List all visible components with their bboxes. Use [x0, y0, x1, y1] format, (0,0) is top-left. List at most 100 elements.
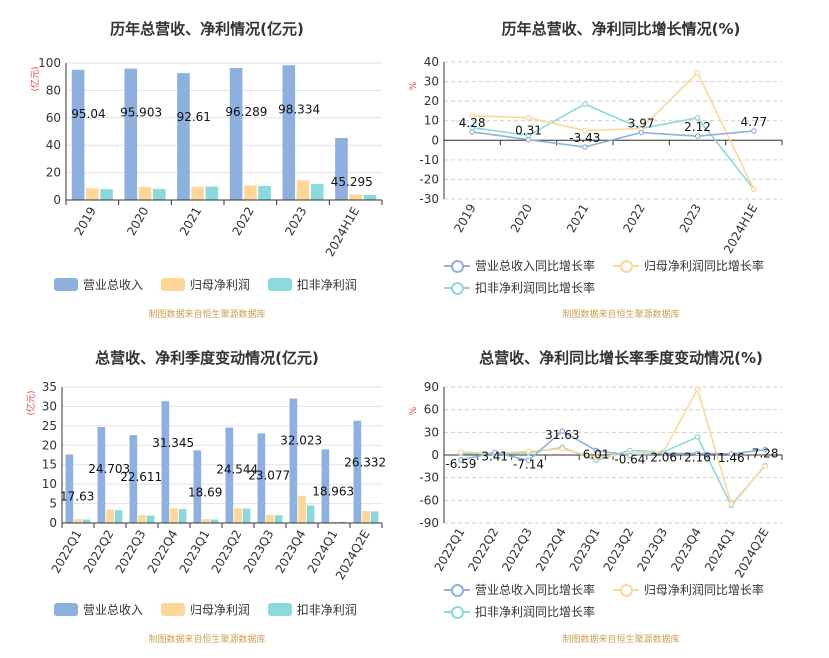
bar-net-profit — [138, 515, 146, 523]
x-tick-label: 2024Q1 — [305, 528, 341, 576]
data-point — [638, 129, 644, 136]
y-tick-label: 90 — [424, 380, 439, 394]
bar-revenue — [289, 398, 298, 523]
bar-deducted-profit — [178, 509, 187, 523]
data-label: 17.63 — [60, 489, 94, 503]
y-tick-label: -20 — [419, 172, 439, 186]
data-point — [593, 454, 599, 461]
annual-growth-line-chart: -30 -20 -10 0 10 20 30 40% 2019 2020 2021 2022 2023 2… — [409, 55, 783, 256]
y-tick-label: -60 — [419, 493, 439, 507]
y-tick-label: 80 — [46, 83, 61, 97]
data-point — [694, 434, 701, 440]
data-label: 3.41 — [481, 449, 508, 463]
legend-deducted-growth[interactable]: 扣非净利润同比增长率 — [444, 279, 595, 296]
x-tick-label: 2023Q1 — [567, 526, 603, 574]
bar-net-profit — [349, 194, 362, 200]
data-label: -3.43 — [569, 131, 600, 145]
source-note: 制图数据来自恒生聚源数据库 — [562, 310, 680, 320]
data-label: 18.69 — [188, 485, 222, 499]
bar-revenue — [124, 68, 138, 201]
data-point — [582, 127, 588, 134]
data-point — [559, 446, 566, 452]
data-point — [694, 114, 701, 121]
legend-revenue[interactable]: 营业总收入 — [54, 601, 143, 618]
data-point — [458, 449, 464, 455]
bar-revenue — [225, 427, 234, 523]
y-tick-label: 100 — [38, 56, 61, 70]
data-point — [469, 113, 475, 119]
y-tick-label: -10 — [419, 153, 439, 167]
bar-deducted-profit — [370, 511, 379, 523]
bar-deducted-profit — [100, 189, 113, 200]
series-line-net-growth — [460, 387, 766, 506]
y-tick-label: 30 — [424, 75, 439, 89]
data-label: 95.903 — [120, 106, 162, 120]
series-line-deducted-growth — [472, 103, 755, 190]
y-tick-label: 10 — [42, 477, 57, 491]
x-tick-label: 2023Q4 — [273, 528, 309, 576]
data-label: 6.01 — [583, 447, 610, 461]
y-tick-label: 20 — [424, 94, 439, 108]
bar-deducted-profit — [274, 515, 283, 523]
series-line-deducted-growth — [460, 435, 766, 508]
data-label: 31.345 — [152, 436, 194, 450]
bar-deducted-profit — [114, 510, 123, 523]
y-tick-label: -90 — [419, 516, 439, 530]
x-tick-label: 2024H1E — [323, 205, 363, 259]
bar-revenue — [97, 427, 106, 523]
bar-revenue — [353, 420, 362, 523]
x-tick-label: 2019 — [72, 205, 99, 238]
data-point — [694, 133, 701, 139]
legend-net-profit[interactable]: 归母净利润 — [160, 601, 250, 618]
data-label: 4.77 — [740, 115, 767, 129]
x-tick-label: 2022Q3 — [499, 526, 535, 574]
data-point — [582, 101, 588, 107]
legend-deducted-growth[interactable]: 扣非净利润同比增长率 — [444, 603, 595, 620]
legend-net-growth[interactable]: 归母净利润同比增长率 — [612, 581, 764, 598]
data-label: 96.289 — [225, 105, 267, 119]
bar-deducted-profit — [82, 519, 91, 523]
legend-deducted-profit[interactable]: 扣非净利润 — [267, 276, 357, 293]
data-label: 26.332 — [344, 456, 386, 470]
bar-net-profit — [74, 519, 82, 523]
x-tick-label: 2022Q1 — [49, 528, 85, 576]
data-point — [458, 457, 464, 463]
bar-net-profit — [234, 508, 242, 523]
data-point — [751, 128, 757, 134]
x-tick-label: 2024Q1 — [702, 526, 738, 574]
x-tick-label: 2019 — [451, 202, 478, 235]
x-tick-label: 2023Q2 — [209, 528, 245, 576]
data-label: -0.64 — [614, 452, 645, 466]
data-label: 24.703 — [88, 462, 130, 476]
data-label: 31.63 — [545, 428, 579, 442]
bar-net-profit — [266, 514, 274, 523]
data-point — [728, 451, 735, 457]
bar-revenue — [335, 137, 348, 200]
y-tick-label: -30 — [419, 471, 439, 485]
bar-deducted-profit — [338, 521, 347, 523]
annual-revenue-profit-panel: 历年总营收、净利情况(亿元) 0 20 40 60 80 100 (亿元) 2019 95.04… — [0, 0, 414, 329]
legend-revenue-growth[interactable]: 营业总收入同比增长率 — [444, 581, 595, 598]
legend-revenue-growth[interactable]: 营业总收入同比增长率 — [444, 257, 595, 274]
data-label: 4.28 — [459, 116, 486, 130]
x-tick-label: 2023Q1 — [177, 528, 213, 576]
x-tick-label: 2023 — [282, 205, 309, 238]
legend-net-growth[interactable]: 归母净利润同比增长率 — [612, 257, 764, 274]
x-tick-label: 2022 — [620, 202, 647, 235]
series-line-net-growth — [472, 71, 755, 190]
data-label: 32.023 — [280, 434, 322, 448]
x-tick-label: 2023 — [677, 202, 704, 235]
bar-revenue — [177, 73, 190, 200]
x-tick-label: 2023Q2 — [601, 526, 637, 574]
legend-net-profit[interactable]: 归母净利润 — [160, 276, 250, 293]
y-tick-label: 60 — [46, 111, 61, 125]
legend-deducted-profit[interactable]: 扣非净利润 — [267, 601, 357, 618]
chart-title: 历年总营收、净利情况(亿元) — [110, 20, 304, 38]
data-label: 92.61 — [177, 110, 211, 124]
legend-revenue[interactable]: 营业总收入 — [54, 276, 143, 293]
data-point — [728, 501, 735, 507]
data-point — [582, 144, 588, 150]
y-tick-label: 20 — [46, 166, 61, 180]
chart-title: 历年总营收、净利同比增长情况(%) — [501, 20, 741, 38]
series-line-revenue-growth — [472, 130, 754, 148]
